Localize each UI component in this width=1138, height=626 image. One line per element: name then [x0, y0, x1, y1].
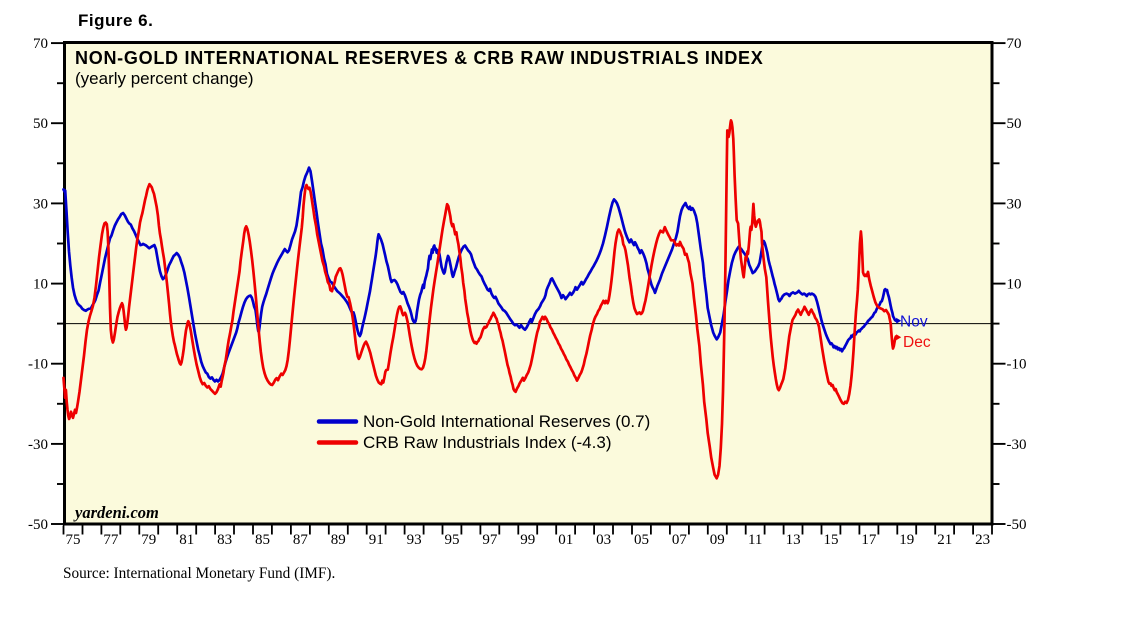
svg-text:10: 10	[33, 277, 48, 293]
svg-text:-30: -30	[28, 437, 48, 453]
svg-text:-50: -50	[28, 517, 48, 533]
svg-text:13: 13	[786, 532, 801, 548]
svg-text:85: 85	[255, 532, 270, 548]
svg-text:09: 09	[710, 532, 725, 548]
svg-text:97: 97	[482, 532, 498, 548]
svg-text:Nov: Nov	[900, 314, 928, 331]
svg-text:87: 87	[293, 532, 309, 548]
svg-text:21: 21	[937, 532, 952, 548]
svg-text:-30: -30	[1007, 437, 1027, 453]
svg-text:50: 50	[1007, 116, 1022, 132]
svg-text:10: 10	[1007, 277, 1022, 293]
svg-text:91: 91	[369, 532, 384, 548]
svg-text:01: 01	[558, 532, 573, 548]
svg-text:30: 30	[33, 196, 48, 212]
svg-text:79: 79	[141, 532, 156, 548]
svg-text:Non-Gold International Reserve: Non-Gold International Reserves (0.7)	[363, 412, 650, 431]
svg-text:03: 03	[596, 532, 611, 548]
svg-text:05: 05	[634, 532, 649, 548]
svg-text:70: 70	[33, 36, 48, 52]
svg-text:81: 81	[179, 532, 194, 548]
svg-text:93: 93	[407, 532, 422, 548]
svg-text:95: 95	[445, 532, 460, 548]
svg-text:11: 11	[748, 532, 762, 548]
svg-text:19: 19	[899, 532, 914, 548]
svg-text:15: 15	[824, 532, 839, 548]
svg-text:yardeni.com: yardeni.com	[73, 503, 159, 522]
svg-text:83: 83	[217, 532, 232, 548]
svg-text:89: 89	[331, 532, 346, 548]
svg-text:99: 99	[520, 532, 535, 548]
svg-text:-10: -10	[28, 357, 48, 373]
svg-text:23: 23	[975, 532, 990, 548]
svg-text:Source: International Monetary: Source: International Monetary Fund (IMF…	[63, 565, 335, 582]
svg-text:75: 75	[66, 532, 81, 548]
svg-text:07: 07	[672, 532, 688, 548]
svg-text:77: 77	[103, 532, 119, 548]
svg-text:17: 17	[861, 532, 877, 548]
svg-text:70: 70	[1007, 36, 1022, 52]
svg-text:CRB Raw Industrials Index (-4.: CRB Raw Industrials Index (-4.3)	[363, 433, 611, 452]
svg-text:-50: -50	[1007, 517, 1027, 533]
svg-text:Figure 6.: Figure 6.	[78, 11, 153, 30]
svg-text:50: 50	[33, 116, 48, 132]
svg-text:30: 30	[1007, 196, 1022, 212]
svg-text:NON-GOLD INTERNATIONAL RESERVE: NON-GOLD INTERNATIONAL RESERVES & CRB RA…	[75, 48, 764, 68]
svg-text:-10: -10	[1007, 357, 1027, 373]
svg-text:(yearly percent change): (yearly percent change)	[75, 69, 254, 88]
svg-text:Dec: Dec	[903, 334, 931, 351]
